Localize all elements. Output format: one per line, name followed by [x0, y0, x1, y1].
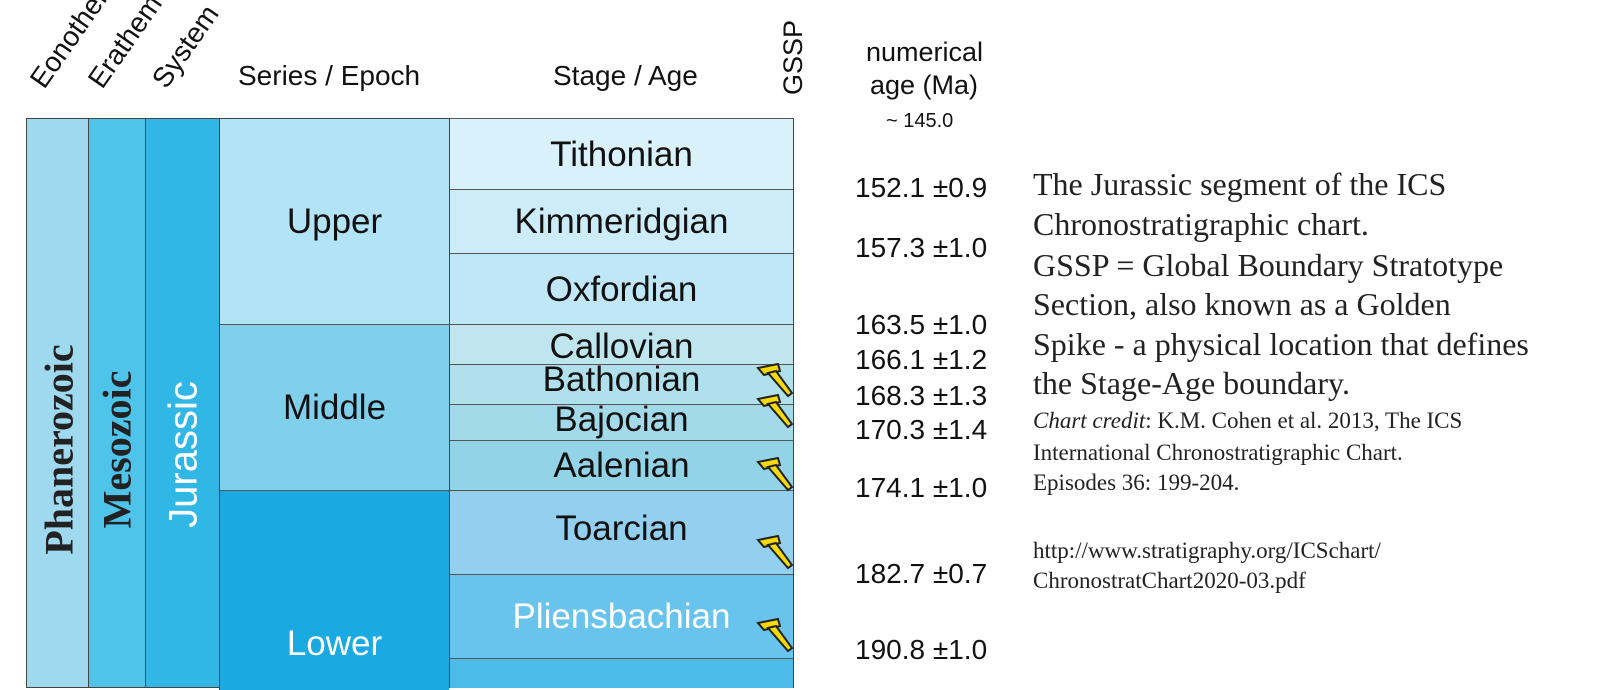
chart-credit: Chart credit: K.M. Cohen et al. 2013, Th…: [1033, 408, 1462, 434]
stage-toarcian: Toarcian: [449, 490, 794, 574]
chart-credit-label: Chart credit: [1033, 408, 1146, 433]
series-header: Series / Epoch: [238, 60, 421, 91]
phanerozoic-label: Phanerozoic: [36, 344, 82, 555]
gssp-spike-icon: [756, 363, 794, 398]
numerical-age-header-line2: age (Ma): [870, 70, 979, 100]
series-upper: Upper: [219, 118, 449, 324]
stage-callovian: Callovian: [449, 324, 794, 364]
jurassic-label: Jurassic: [161, 381, 206, 528]
chart-credit-line3: Episodes 36: 199-204.: [1033, 470, 1240, 495]
note-line: GSSP = Global Boundary Stratotype: [1033, 247, 1504, 283]
stage-name: Pliensbachian: [512, 597, 731, 636]
age-boundary: 170.3 ±1.4: [855, 414, 988, 445]
stage-name: Callovian: [549, 327, 694, 366]
age-boundary: 174.1 ±1.0: [855, 472, 988, 503]
stage-name: Bathonian: [542, 360, 701, 399]
chart-credit-line2: International Chronostratigraphic Chart.: [1033, 440, 1403, 465]
stage-next: [449, 658, 794, 688]
stage-bathonian: Bathonian: [449, 360, 794, 404]
gssp-spike-icon: [756, 618, 794, 653]
top-age-label: ~ 145.0: [886, 110, 954, 132]
erathem-column: Mesozoic: [88, 118, 146, 688]
source-url-line1[interactable]: http://www.stratigraphy.org/ICSchart/: [1033, 538, 1381, 563]
age-boundary: 152.1 ±0.9: [855, 172, 988, 203]
stage-tithonian: Tithonian: [449, 118, 794, 189]
series-middle: Middle: [219, 324, 449, 490]
note-line: the Stage-Age boundary.: [1033, 365, 1350, 401]
stage-header: Stage / Age: [553, 60, 698, 91]
mesozoic-label: Mesozoic: [94, 370, 140, 529]
series-middle-label: Middle: [282, 387, 387, 427]
numerical-age-header-line1: numerical: [866, 37, 984, 67]
stage-aalenian: Aalenian: [449, 440, 794, 490]
note-line: The Jurassic segment of the ICS: [1033, 166, 1447, 202]
note-line: Chronostratigraphic chart.: [1033, 206, 1369, 242]
stage-oxfordian: Oxfordian: [449, 253, 794, 324]
series-upper-label: Upper: [286, 201, 383, 241]
chart-credit-text: : K.M. Cohen et al. 2013, The ICS: [1145, 408, 1463, 433]
stage-kimmeridgian: Kimmeridgian: [449, 189, 794, 253]
gssp-spike-icon: [756, 457, 794, 492]
stage-bajocian: Bajocian: [449, 400, 794, 440]
stage-name: Aalenian: [553, 446, 690, 485]
age-boundary: 157.3 ±1.0: [855, 232, 988, 263]
gssp-spike-icon: [756, 535, 794, 570]
note-line: Section, also known as a Golden: [1033, 286, 1451, 322]
stage-name: Bajocian: [554, 400, 689, 439]
age-boundary: 182.7 ±0.7: [855, 558, 988, 589]
source-url-line2[interactable]: ChronostratChart2020-03.pdf: [1033, 568, 1306, 593]
age-boundary: 190.8 ±1.0: [855, 634, 988, 665]
age-boundary: 166.1 ±1.2: [855, 344, 988, 375]
stage-pliensbachian: Pliensbachian: [449, 574, 794, 658]
stage-name: Tithonian: [550, 134, 693, 174]
system-column: Jurassic: [145, 118, 220, 688]
gssp-header: GSSP: [778, 19, 808, 95]
stage-name: Toarcian: [555, 509, 688, 548]
eonothem-column: Phanerozoic: [26, 118, 89, 688]
gssp-spike-icon: [756, 394, 794, 429]
age-boundary: 163.5 ±1.0: [855, 309, 988, 340]
stage-name: Oxfordian: [545, 269, 698, 309]
note-line: Spike - a physical location that defines: [1033, 326, 1529, 362]
series-lower-label: Lower: [286, 624, 383, 663]
series-lower: Lower: [219, 490, 449, 690]
stage-name: Kimmeridgian: [514, 202, 729, 241]
age-boundary: 168.3 ±1.3: [855, 380, 988, 411]
